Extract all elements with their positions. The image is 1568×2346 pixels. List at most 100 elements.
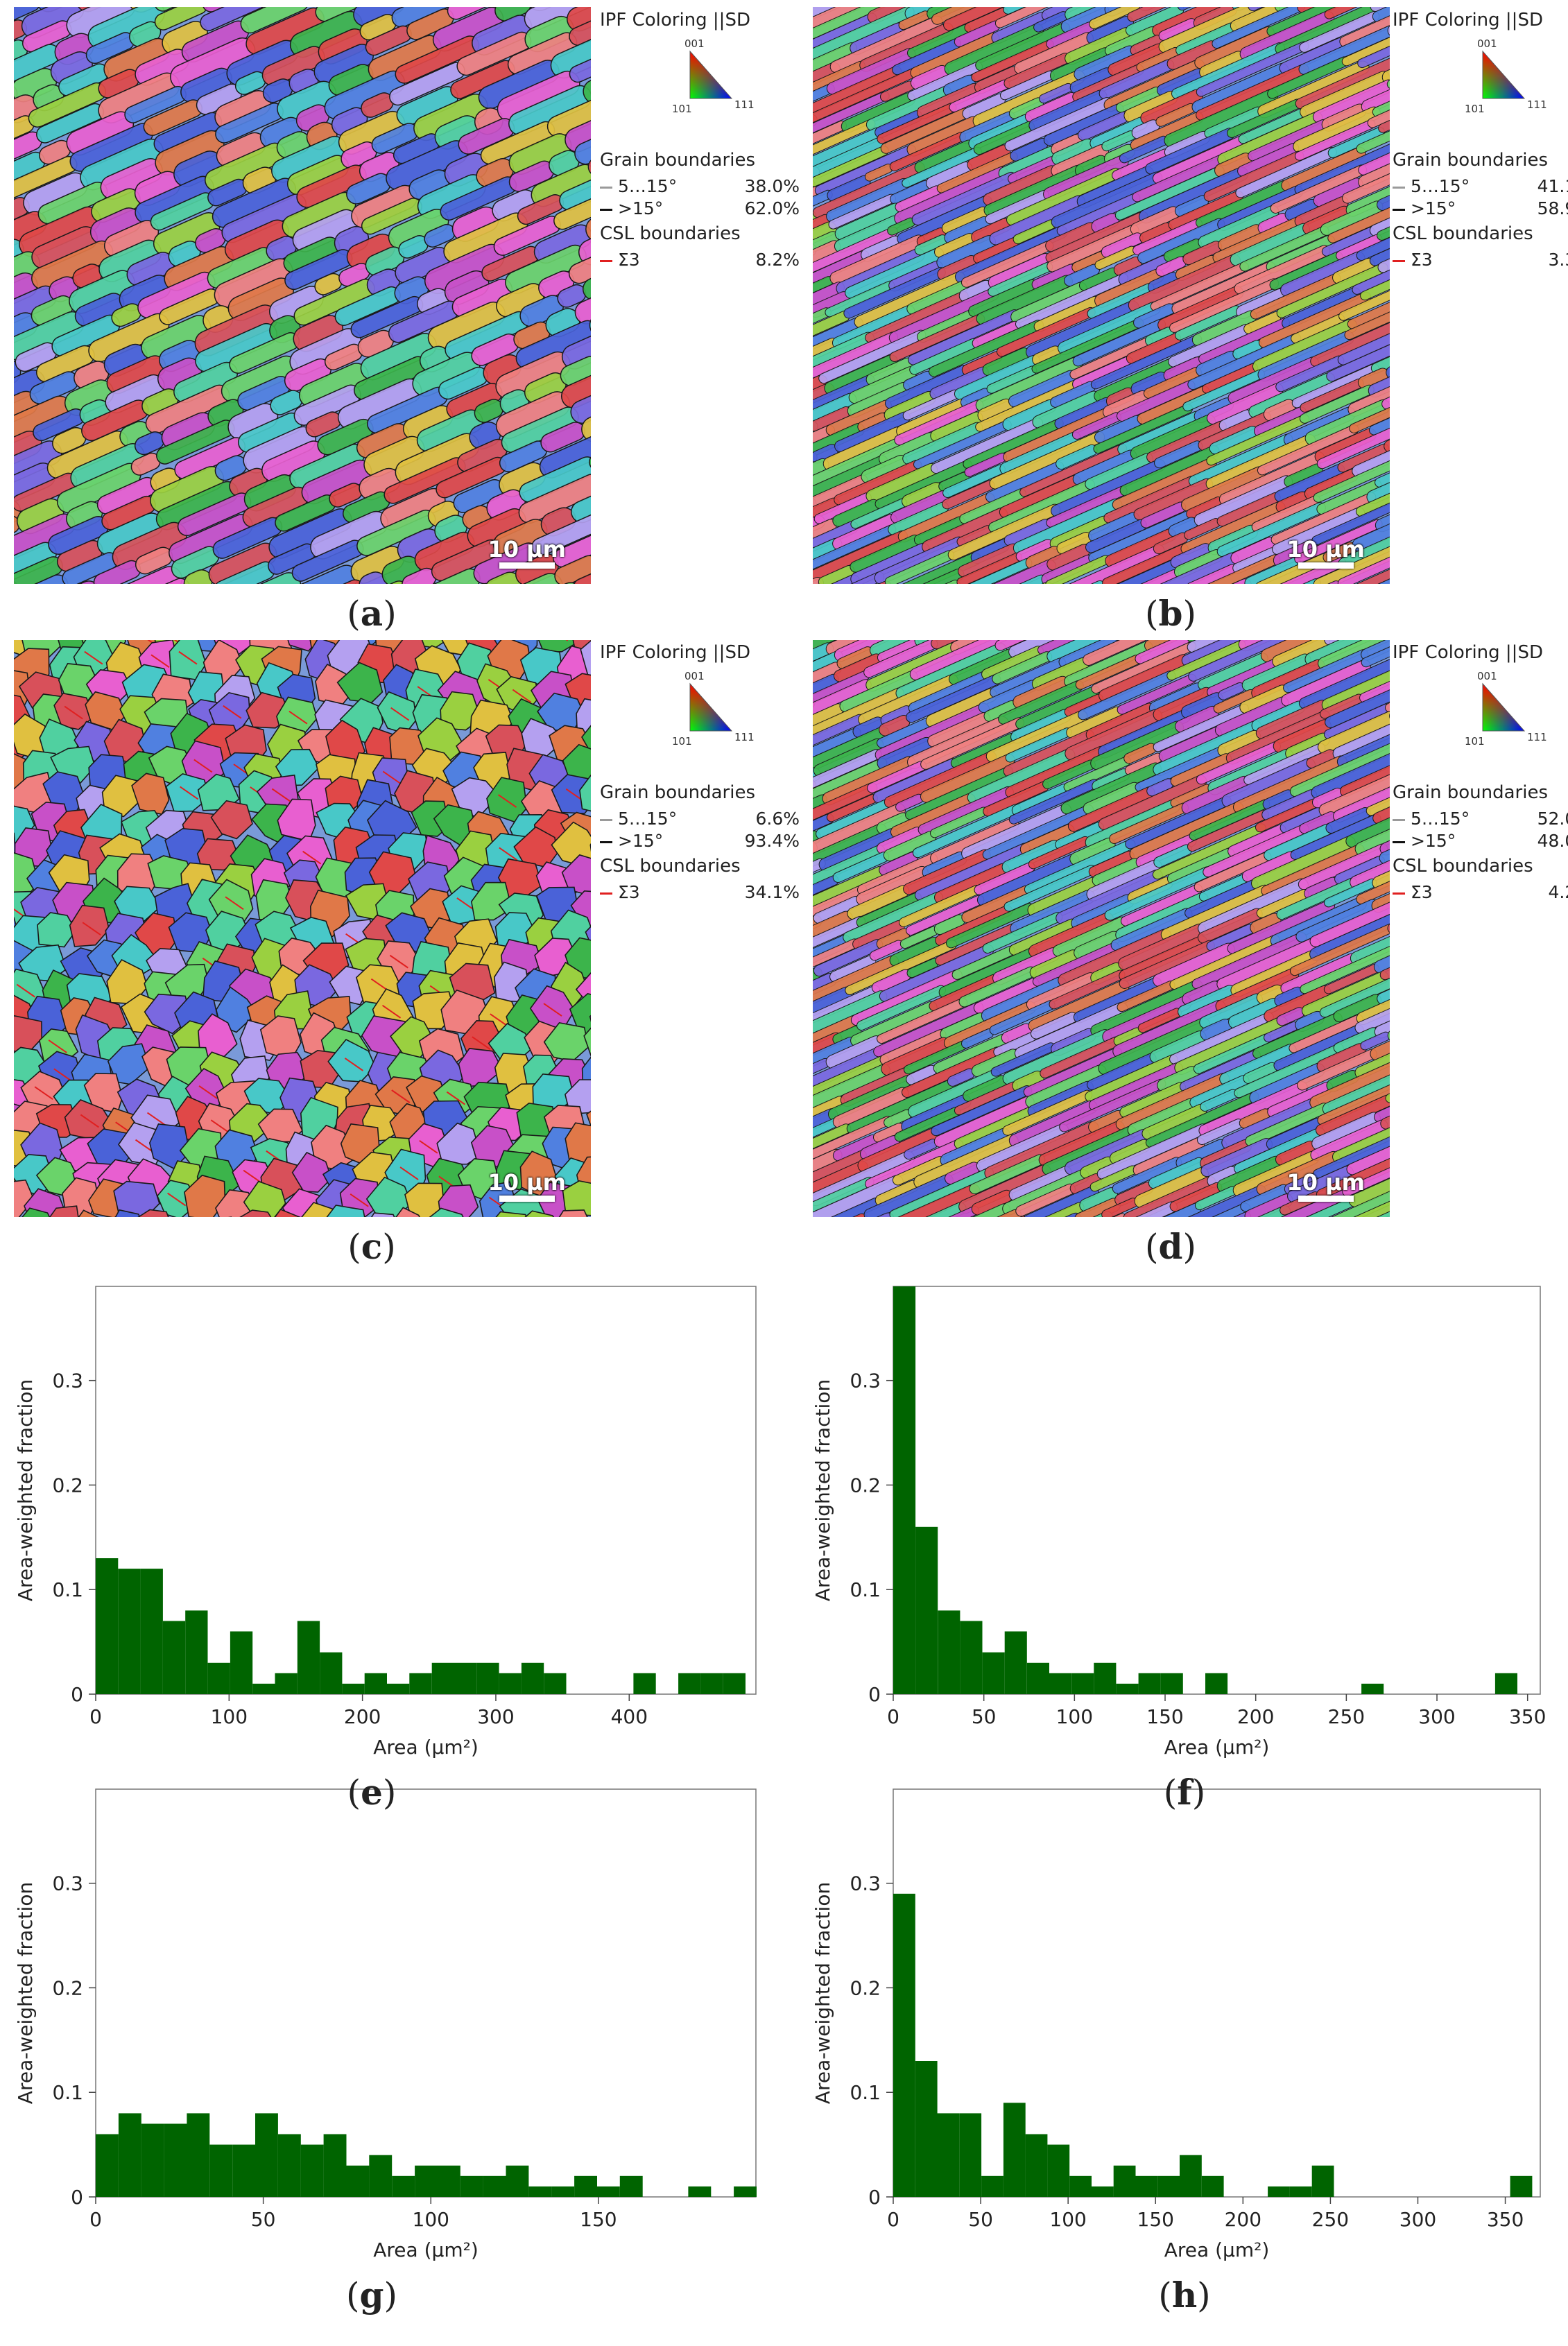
histogram-bar xyxy=(893,1286,916,1694)
x-tick-label: 400 xyxy=(611,1705,648,1728)
scale-label-d: 10 μm xyxy=(1286,1169,1365,1196)
ipf-triangle-key: 001 101 111 xyxy=(672,670,755,748)
x-tick-label: 0 xyxy=(89,1705,102,1728)
ebsd-map-a: 10 μm xyxy=(14,7,591,584)
x-tick-label: 300 xyxy=(477,1705,514,1728)
histogram-bar xyxy=(460,2175,483,2197)
x-tick-label: 200 xyxy=(1237,1705,1274,1728)
histogram-bar xyxy=(1025,2134,1048,2197)
histogram-bar xyxy=(320,1652,343,1694)
y-tick-label: 0.3 xyxy=(52,1872,83,1895)
histogram-bar xyxy=(185,1610,208,1694)
caption-f: (f) xyxy=(1163,1772,1206,1813)
row-value: 48.0% xyxy=(1537,831,1568,851)
row-label: 5…15° xyxy=(618,176,678,196)
row-value: 93.4% xyxy=(744,831,800,851)
caption-d: (d) xyxy=(1145,1226,1196,1267)
histogram-bar xyxy=(959,2113,982,2197)
histogram-bar xyxy=(431,1662,454,1694)
caption-a: (a) xyxy=(347,593,397,634)
grain-boundaries-title: Grain boundaries xyxy=(1393,150,1548,171)
tri-label-left: 101 xyxy=(672,735,692,748)
row-label: 5…15° xyxy=(618,809,678,829)
tri-label-top: 001 xyxy=(684,37,705,50)
histogram-bar xyxy=(734,2186,757,2197)
y-tick-label: 0.1 xyxy=(850,2081,881,2104)
histogram-bar xyxy=(392,2175,415,2197)
histogram-bar xyxy=(255,2113,278,2197)
histogram-bar xyxy=(1361,1683,1384,1694)
histogram-bar xyxy=(574,2175,597,2197)
swatch xyxy=(600,208,612,211)
y-tick-label: 0.1 xyxy=(850,1578,881,1601)
x-axis-label: Area (μm²) xyxy=(1164,2239,1270,2261)
histogram-bar xyxy=(1116,1683,1139,1694)
swatch xyxy=(1393,208,1405,211)
row-label: Σ3 xyxy=(1411,250,1433,270)
caption-h-letter: h xyxy=(1171,2275,1198,2315)
histogram-bar xyxy=(1071,1673,1094,1694)
histogram-bar xyxy=(118,2113,141,2197)
ebsd-map-d: 10 μm xyxy=(813,640,1390,1217)
scale-line-b xyxy=(1298,562,1354,569)
histogram-bar xyxy=(1510,2175,1533,2197)
x-tick-label: 100 xyxy=(211,1705,248,1728)
histogram-bar xyxy=(369,2155,393,2197)
tri-label-right: 111 xyxy=(734,731,755,743)
ipf-map-d xyxy=(813,640,1390,1217)
histogram-bar xyxy=(1138,1673,1161,1694)
row-value: 34.1% xyxy=(744,882,800,902)
ebsd-map-b: 10 μm xyxy=(813,7,1390,584)
y-tick-label: 0.3 xyxy=(850,1872,881,1895)
y-tick-label: 0 xyxy=(868,2186,881,2209)
ebsd-map-c: 10 μm xyxy=(14,640,591,1217)
histogram-bar xyxy=(1004,1631,1027,1694)
histogram-bar xyxy=(981,2175,1003,2197)
swatch xyxy=(600,259,612,262)
legend-row-sigma3: Σ3 4.2% xyxy=(1393,882,1568,902)
scale-line-c xyxy=(499,1196,555,1202)
histogram-bar xyxy=(164,2123,187,2197)
histogram-bar xyxy=(232,2144,256,2197)
ipf-triangle-key: 001 101 111 xyxy=(1465,670,1547,748)
histogram-bar xyxy=(1201,2175,1224,2197)
histogram-bar xyxy=(1113,2165,1136,2197)
caption-e: (e) xyxy=(347,1772,397,1813)
grain-boundaries-title: Grain boundaries xyxy=(600,150,755,171)
swatch xyxy=(600,186,612,189)
histogram-bar xyxy=(346,2165,370,2197)
histogram-bar xyxy=(506,2165,529,2197)
x-axis-label: Area (μm²) xyxy=(373,2239,479,2261)
histogram-e: 0 0.1 0.2 0.3 0 100 200 300 400 Area (μm²) Area-we… xyxy=(0,1273,784,1761)
csl-boundaries-title: CSL boundaries xyxy=(1393,223,1533,244)
swatch xyxy=(600,818,612,821)
swatch xyxy=(1393,818,1405,821)
histogram-bar xyxy=(499,1673,522,1694)
y-tick-label: 0 xyxy=(868,1683,881,1706)
histogram-bar xyxy=(252,1683,275,1694)
grain-boundaries-title: Grain boundaries xyxy=(1393,782,1548,803)
caption-g-letter: g xyxy=(359,2275,384,2315)
histogram-bar xyxy=(982,1652,1005,1694)
legend-d: IPF Coloring ||SD 001 101 111 Grain boundari… xyxy=(1393,642,1568,933)
histogram-bar xyxy=(915,1526,938,1694)
x-tick-label: 0 xyxy=(89,2208,102,2231)
histogram-bar xyxy=(415,2165,438,2197)
histogram-bar xyxy=(1180,2155,1202,2197)
histogram-bar xyxy=(207,1662,230,1694)
histogram-h: 0 0.1 0.2 0.3 0 50 100 150 200 250 300 350 Area (μm²… xyxy=(798,1775,1568,2263)
tri-label-top: 001 xyxy=(1477,37,1497,50)
histogram-bar xyxy=(409,1673,432,1694)
x-tick-label: 150 xyxy=(1137,2208,1174,2231)
row-label: 5…15° xyxy=(1411,809,1470,829)
legend-title: IPF Coloring ||SD xyxy=(600,642,750,663)
histogram-bar xyxy=(364,1673,387,1694)
histogram-bar xyxy=(323,2134,347,2197)
legend-a: IPF Coloring ||SD 001 101 111 Grain boundari… xyxy=(600,10,808,301)
x-tick-label: 250 xyxy=(1328,1705,1365,1728)
histogram-bar xyxy=(678,1673,701,1694)
x-tick-label: 50 xyxy=(251,2208,276,2231)
row-value: 8.2% xyxy=(755,250,800,270)
histogram-bar xyxy=(1157,2175,1180,2197)
csl-boundaries-title: CSL boundaries xyxy=(600,856,741,877)
